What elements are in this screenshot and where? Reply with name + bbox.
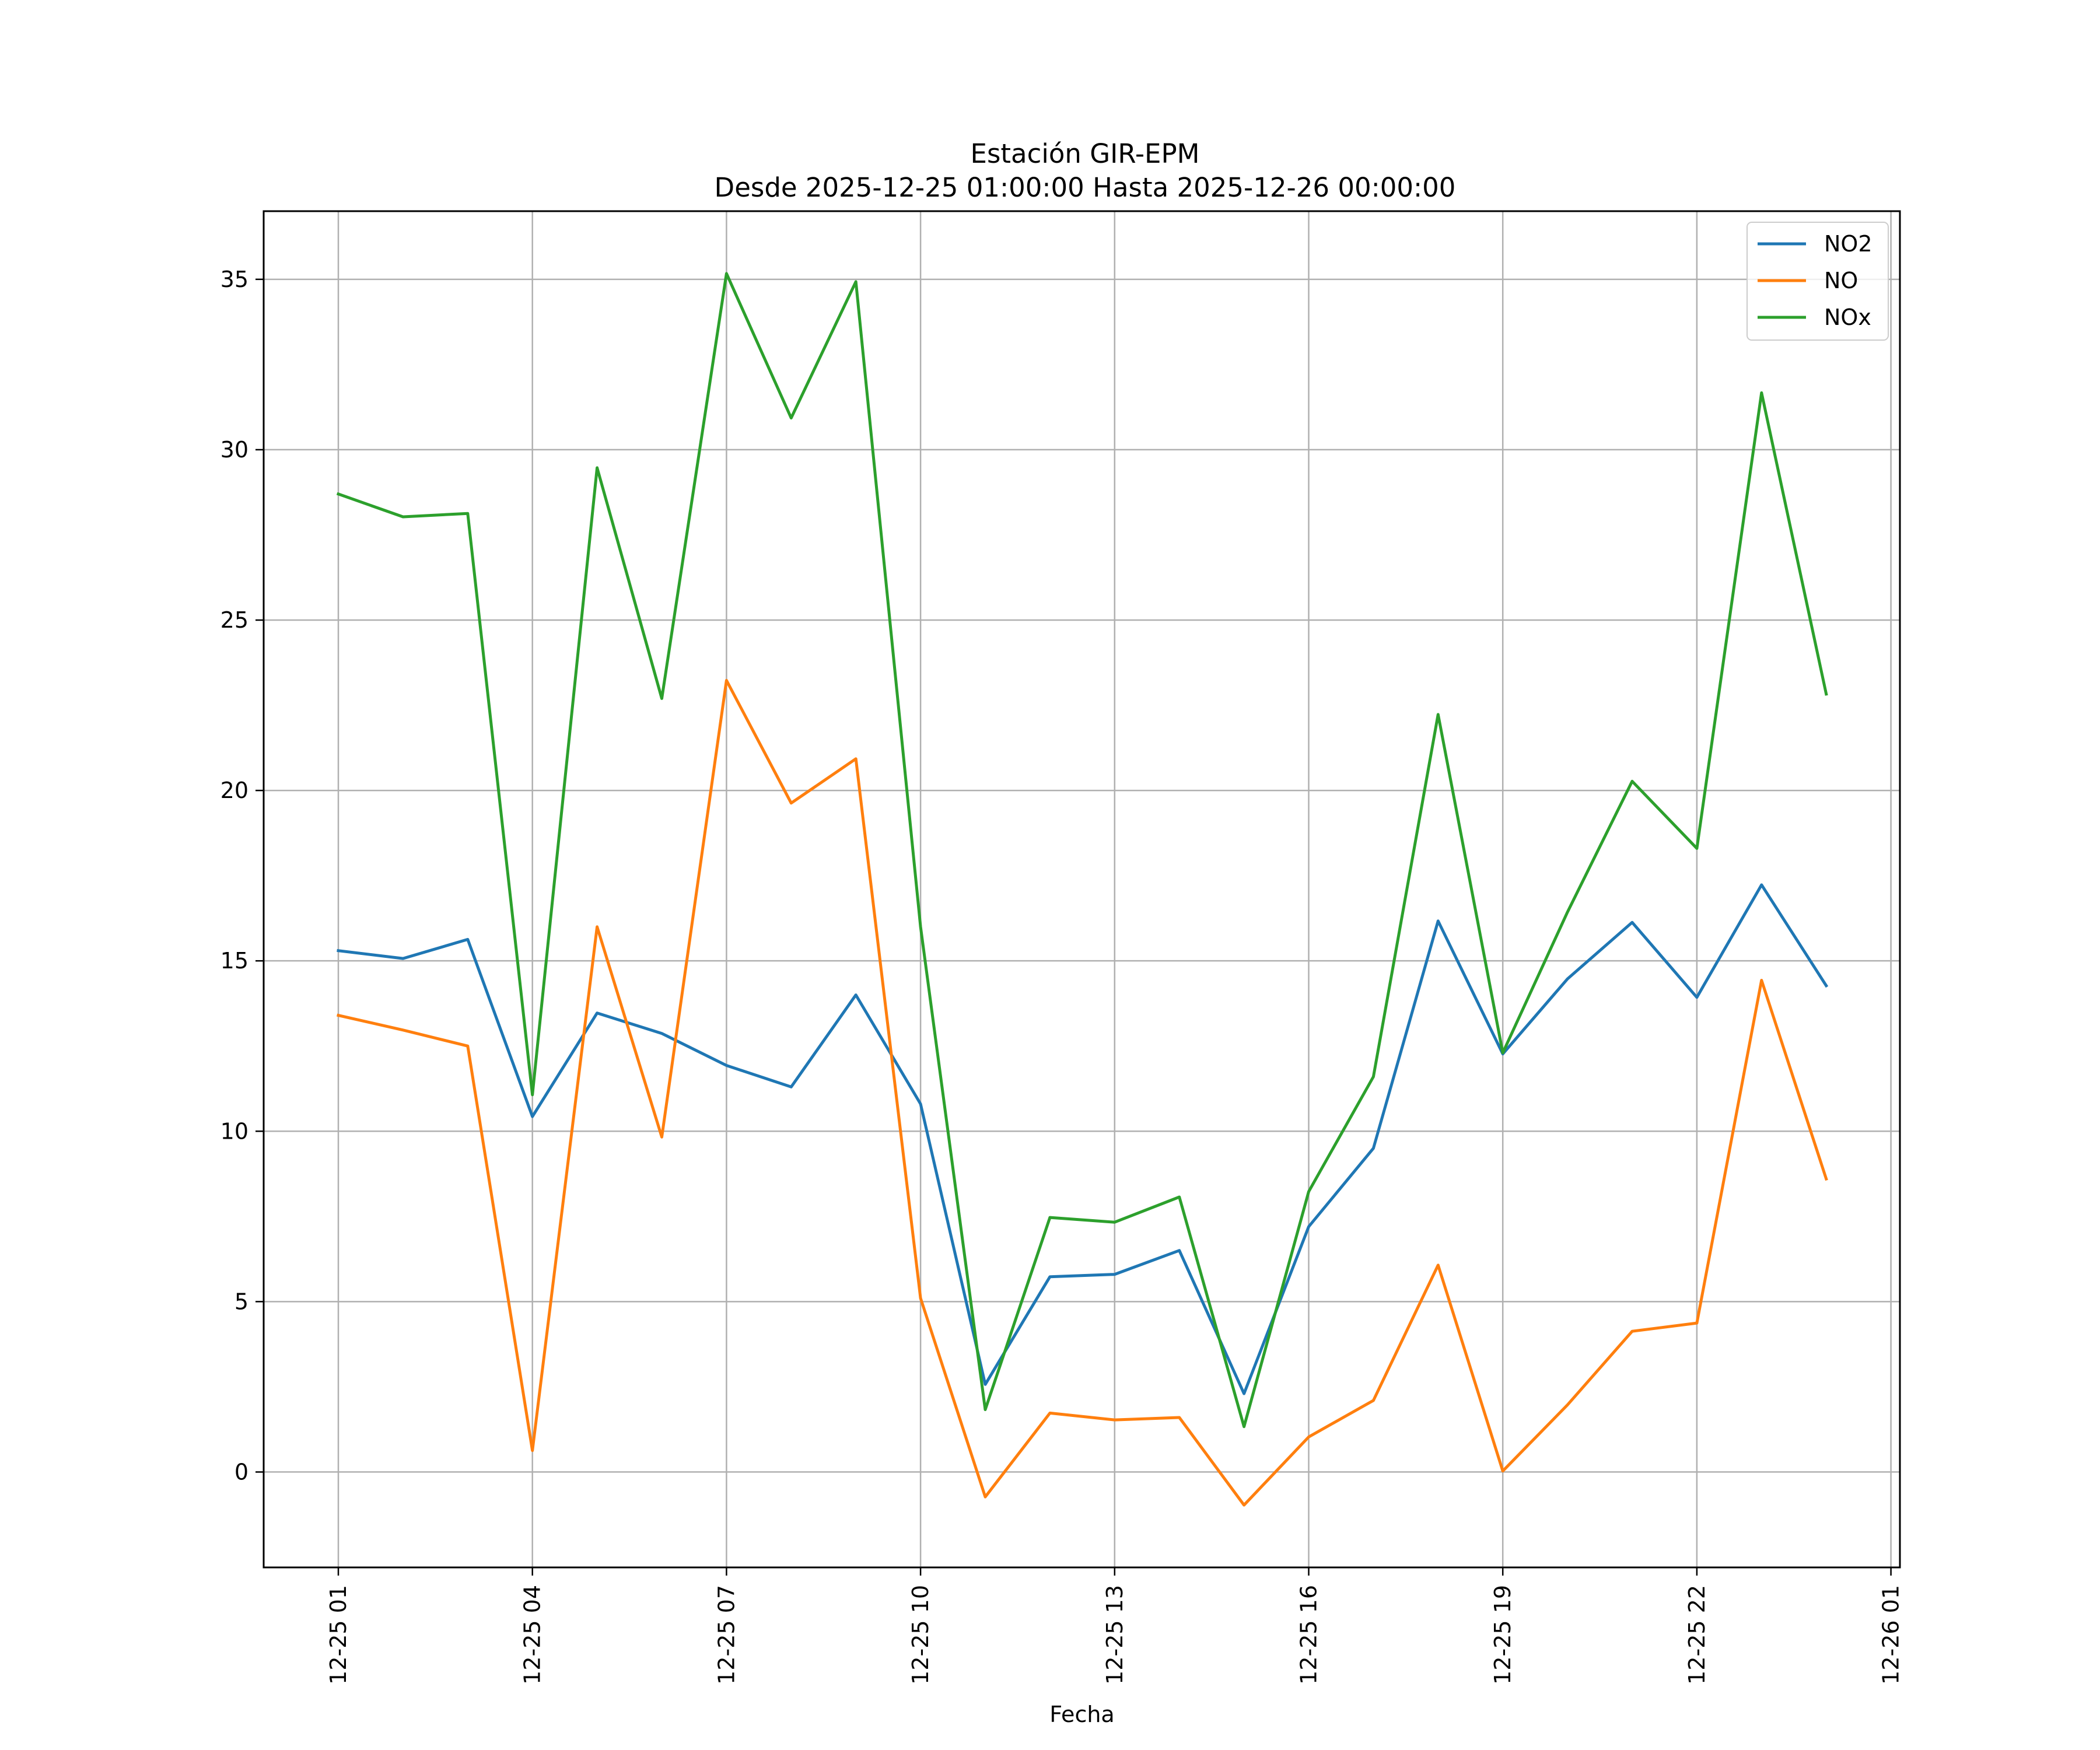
y-tick-label: 15 — [220, 948, 249, 974]
y-tick-label: 10 — [220, 1118, 249, 1144]
y-axis: 0 5 10 15 20 25 30 35 — [220, 267, 264, 1485]
series-layer — [336, 272, 1829, 1507]
x-tick-label: 12-25 07 — [713, 1585, 739, 1685]
x-axis: 12-25 01 12-25 04 12-25 07 12-25 10 12-25 13… — [326, 1567, 1904, 1685]
legend-box — [1746, 222, 1889, 341]
legend-label-no2: NO2 — [1824, 231, 1873, 257]
x-tick-label: 12-25 01 — [326, 1585, 351, 1685]
y-tick-label: 35 — [220, 267, 249, 292]
x-tick-label: 12-25 04 — [520, 1585, 545, 1685]
legend-label-nox: NOx — [1824, 304, 1871, 330]
chart-subtitle: Desde 2025-12-25 01:00:00 Hasta 2025-12-… — [715, 172, 1456, 203]
x-axis-label: Fecha — [1049, 1702, 1114, 1727]
series-line-no2 — [337, 883, 1829, 1395]
y-tick-label: 25 — [220, 607, 249, 633]
legend: NO2 NO NOx — [1746, 222, 1889, 341]
y-tick-label: 0 — [235, 1459, 249, 1485]
series-line-no — [337, 678, 1828, 1507]
x-tick-label: 12-25 22 — [1684, 1585, 1710, 1685]
y-tick-label: 5 — [235, 1289, 249, 1314]
x-tick-label: 12-25 16 — [1296, 1585, 1322, 1685]
y-tick-label: 20 — [220, 778, 249, 803]
x-tick-label: 12-25 19 — [1490, 1585, 1516, 1685]
x-tick-label: 12-25 13 — [1102, 1585, 1128, 1685]
x-tick-label: 12-25 10 — [908, 1585, 933, 1685]
grid — [264, 211, 1900, 1567]
y-tick-label: 30 — [220, 437, 249, 463]
chart-title: Estación GIR-EPM — [971, 138, 1200, 169]
legend-label-no: NO — [1824, 268, 1858, 293]
plot-frame — [262, 210, 1901, 1569]
x-tick-label: 12-26 01 — [1878, 1585, 1904, 1685]
series-line-nox — [336, 272, 1828, 1429]
